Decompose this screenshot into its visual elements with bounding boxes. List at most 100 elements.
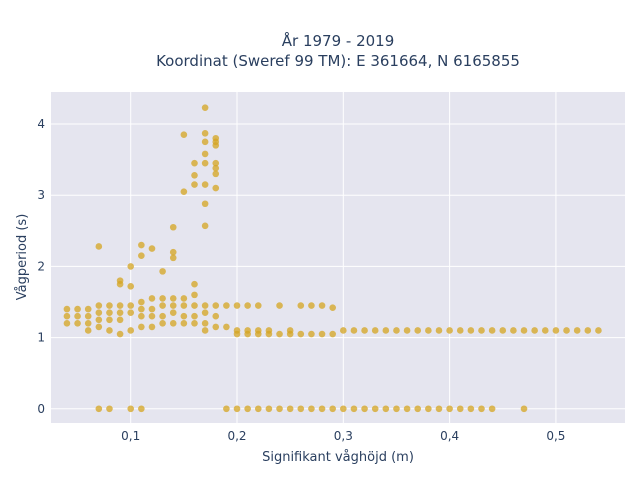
data-point	[148, 305, 156, 313]
data-point	[95, 309, 103, 316]
data-point	[201, 302, 209, 309]
data-point	[106, 327, 113, 334]
data-point	[244, 405, 251, 413]
data-point	[541, 327, 549, 334]
data-point	[95, 302, 103, 309]
data-point	[169, 248, 177, 256]
data-point	[180, 295, 188, 302]
data-point	[435, 327, 443, 334]
data-point	[127, 327, 135, 334]
data-point	[191, 291, 198, 299]
data-point	[212, 164, 220, 172]
data-point	[456, 327, 464, 334]
data-point	[106, 405, 113, 413]
data-point	[254, 302, 262, 309]
data-point	[244, 302, 251, 309]
data-point	[414, 405, 422, 413]
y-axis-title: Vågperiod (s)	[15, 214, 30, 301]
data-point	[329, 330, 336, 338]
data-point	[584, 327, 592, 334]
data-point	[127, 405, 135, 413]
x-tick-label: 0,2	[227, 429, 246, 443]
data-point	[138, 312, 145, 320]
data-point	[84, 327, 92, 334]
data-point	[446, 405, 453, 413]
y-axis-ticks: 0 1 2 3 4	[37, 117, 45, 416]
data-point	[297, 302, 305, 309]
data-point	[276, 302, 283, 309]
data-point	[510, 327, 517, 334]
data-point	[223, 323, 230, 331]
data-point	[201, 327, 209, 334]
data-point	[425, 327, 432, 334]
data-point	[138, 323, 145, 331]
data-point	[84, 305, 92, 313]
data-point	[276, 330, 283, 338]
data-point	[318, 302, 326, 309]
data-point	[329, 304, 336, 311]
data-point	[297, 330, 305, 338]
data-point	[116, 316, 124, 324]
data-point	[63, 305, 71, 313]
data-point	[340, 405, 347, 413]
data-point	[201, 181, 209, 188]
data-point	[84, 320, 92, 327]
data-point	[297, 405, 305, 413]
data-point	[169, 309, 177, 316]
data-point	[95, 405, 103, 413]
data-point	[169, 320, 177, 327]
y-tick-label: 3	[37, 188, 45, 202]
data-point	[116, 309, 124, 316]
data-point	[159, 320, 166, 327]
data-point	[201, 200, 209, 208]
data-point	[254, 330, 262, 338]
data-point	[488, 327, 496, 334]
data-point	[350, 405, 358, 413]
data-point	[435, 405, 443, 413]
data-point	[265, 330, 273, 338]
data-point	[180, 188, 188, 195]
data-point	[74, 305, 81, 313]
data-point	[233, 330, 241, 338]
data-point	[201, 320, 209, 327]
data-point	[201, 104, 209, 111]
data-point	[84, 312, 92, 320]
data-point	[191, 159, 198, 167]
data-point	[212, 142, 220, 149]
data-point	[414, 327, 422, 334]
data-point	[233, 405, 241, 413]
data-point	[265, 405, 273, 413]
data-point	[159, 268, 166, 275]
data-point	[180, 312, 188, 320]
y-tick-label: 4	[37, 117, 45, 131]
data-point	[212, 184, 220, 192]
data-point	[254, 405, 262, 413]
data-point	[393, 327, 400, 334]
x-tick-label: 0,3	[334, 429, 353, 443]
data-point	[116, 280, 124, 288]
data-point	[212, 170, 220, 178]
data-point	[191, 302, 198, 309]
data-point	[191, 280, 198, 288]
x-axis-ticks: 0,1 0,2 0,3 0,4 0,5	[121, 429, 565, 443]
data-point	[286, 405, 294, 413]
data-point	[403, 327, 411, 334]
data-point	[212, 159, 220, 167]
data-point	[106, 309, 113, 316]
data-point	[478, 327, 485, 334]
data-point	[308, 330, 315, 338]
data-point	[191, 171, 198, 179]
data-point	[456, 405, 464, 413]
data-point	[223, 302, 230, 309]
data-point	[318, 405, 326, 413]
plot-area	[51, 92, 625, 423]
data-point	[159, 312, 166, 320]
data-point	[180, 320, 188, 327]
data-point	[340, 327, 347, 334]
data-point	[403, 405, 411, 413]
data-point	[169, 254, 177, 262]
data-point	[63, 312, 71, 320]
data-point	[148, 312, 156, 320]
data-point	[393, 405, 400, 413]
data-point	[74, 320, 81, 327]
